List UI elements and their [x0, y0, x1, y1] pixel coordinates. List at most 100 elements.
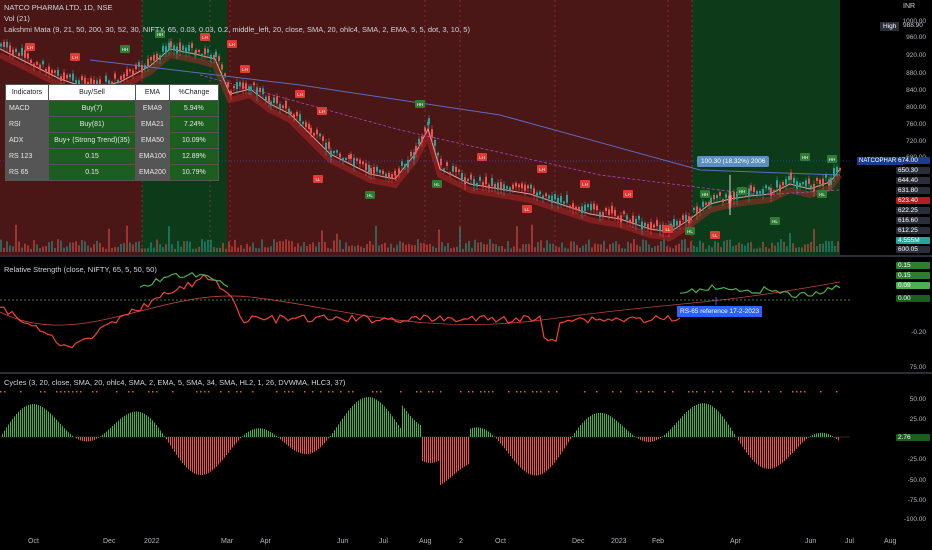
pivot-marker	[120, 45, 130, 53]
cycle-bar	[12, 418, 13, 437]
candle-body	[3, 41, 5, 47]
candle-body	[421, 136, 423, 143]
candle-body	[434, 140, 436, 146]
candle-body	[333, 151, 335, 154]
volume-bar	[339, 239, 341, 252]
pane-separator[interactable]	[0, 372, 932, 374]
ema100-line	[199, 74, 841, 196]
candle-body	[218, 56, 220, 62]
rs-indicator-label[interactable]: Relative Strength (close, NIFTY, 65, 5, …	[4, 265, 157, 274]
cycle-signal-dot	[792, 391, 794, 393]
rs-reference-note[interactable]: RS-65 reference 17-2-2023	[677, 306, 763, 317]
pivot-label: LH	[319, 109, 325, 114]
cycle-bar	[820, 432, 821, 437]
pivot-label: HH	[739, 189, 746, 194]
cycle-bar	[78, 437, 79, 440]
candle-body	[391, 174, 393, 179]
pivot-label: LH	[27, 45, 33, 50]
candle-body	[750, 185, 752, 191]
candle-body	[379, 170, 381, 173]
table-row: MACD Buy(7) EMA9 5.94%	[5, 100, 219, 117]
volume-bar	[837, 241, 839, 252]
cycle-bar	[594, 413, 595, 437]
cycle-bar	[694, 405, 695, 437]
candle-body	[123, 74, 125, 79]
time-tick: Apr	[730, 538, 741, 545]
price-level-tag: 4.555M	[896, 237, 930, 244]
cycles-indicator-label[interactable]: Cycles (3, 20, close, SMA, 20, ohlc4, SM…	[4, 378, 346, 387]
candle-body	[135, 64, 137, 70]
candle-body	[33, 63, 35, 68]
volume-bar	[267, 247, 269, 252]
cycle-bar	[198, 437, 199, 475]
cycle-bar	[330, 435, 331, 437]
cycle-bar	[84, 437, 85, 442]
cycle-bar	[304, 437, 305, 455]
candle-body	[629, 219, 631, 223]
cycle-bar	[668, 431, 669, 437]
ema-band	[0, 51, 843, 242]
cycle-signal-dot	[288, 391, 290, 393]
cycle-bar	[382, 404, 383, 437]
candle-body	[638, 215, 640, 220]
candle-body	[428, 118, 430, 124]
pivot-marker	[663, 225, 673, 233]
lakshmi-indicator-label[interactable]: Lakshmi Mata (9, 21, 50, 200, 30, 52, 30…	[4, 25, 470, 34]
cycle-signal-dot	[64, 391, 66, 393]
cycle-bar	[602, 412, 603, 437]
cycle-signal-dot	[768, 391, 770, 393]
candle-body	[819, 179, 821, 184]
relative-strength-pane[interactable]: Relative Strength (close, NIFTY, 65, 5, …	[0, 257, 932, 372]
cycles-pane[interactable]: Cycles (3, 20, close, SMA, 20, ohlc4, SM…	[0, 364, 932, 530]
cycle-bar	[536, 437, 537, 476]
candle-body	[191, 43, 193, 49]
candle-body	[242, 82, 244, 89]
candle-body	[342, 158, 344, 162]
pivot-label: LH	[582, 182, 588, 187]
price-chart-pane[interactable]: LH LH HH HH LH LH LH LH LH HH LH LH LH LH HH HH HH HH LL HL…	[0, 0, 932, 255]
cycle-signal-dot	[152, 391, 154, 393]
volume-indicator-label[interactable]: Vol (21)	[4, 14, 30, 23]
cycle-bar	[500, 437, 501, 444]
cycle-bar	[782, 437, 783, 463]
volume-bar	[417, 239, 419, 252]
cycles-tick: 50.00	[909, 396, 926, 403]
cycle-bar	[432, 437, 433, 463]
cycle-bar	[768, 437, 769, 469]
cycle-bar	[48, 411, 49, 437]
volume-bar	[483, 244, 485, 252]
cycle-signal-dot	[240, 391, 242, 393]
candle-body	[221, 64, 223, 70]
cycle-bar	[148, 416, 149, 437]
candle-body	[503, 184, 505, 191]
cycle-bar	[394, 419, 395, 437]
candle-body	[770, 188, 772, 196]
cycle-bar	[52, 415, 53, 437]
cycle-bar	[14, 416, 15, 437]
cycle-bar	[620, 423, 621, 437]
volume-bar	[789, 233, 791, 252]
pane-separator[interactable]	[0, 255, 932, 257]
cycle-signal-dot	[96, 391, 98, 393]
cycle-bar	[126, 414, 127, 437]
measure-callout[interactable]: 100.30 (18.32%) 2006	[697, 156, 770, 167]
candle-body	[756, 191, 758, 195]
cycle-bar	[144, 413, 145, 437]
candle-body	[551, 195, 553, 203]
candle-body	[224, 73, 226, 76]
cycle-bar	[750, 437, 751, 458]
cycle-bar	[764, 437, 765, 469]
candle-body	[27, 53, 29, 59]
volume-bar	[45, 246, 47, 252]
candle-body	[836, 166, 838, 173]
cycle-signal-dot	[44, 391, 46, 393]
cycle-bar	[298, 437, 299, 453]
cycle-bar	[358, 400, 359, 437]
cycle-signal-dot	[420, 391, 422, 393]
price-level-tag: 644.40	[896, 177, 930, 184]
volume-bar	[360, 246, 362, 252]
rs-signal-line	[0, 281, 841, 326]
cycle-bar	[104, 433, 105, 437]
candle-body	[348, 154, 350, 159]
cycle-bar	[592, 414, 593, 437]
